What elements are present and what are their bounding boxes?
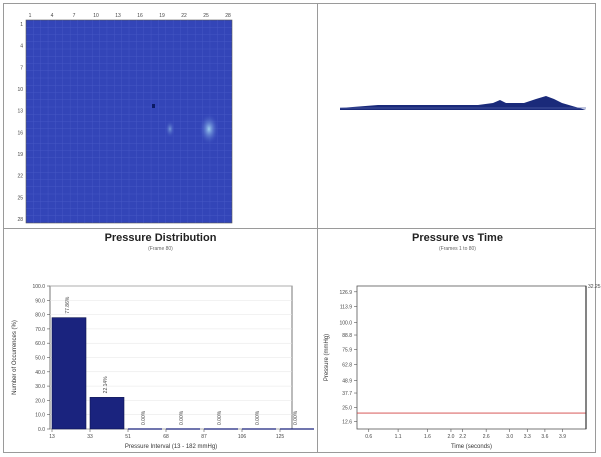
x-tick-label: 1.6: [424, 434, 431, 440]
bar-data-label: 0.00%: [255, 410, 261, 425]
heatmap-col-tick: 1: [29, 13, 32, 19]
heatmap-row-tick: 10: [17, 87, 23, 93]
pressure-time-panel: Pressure vs Time (Frames 1 to 80) 126.9 1…: [318, 229, 601, 454]
y-tick-label: 70.0: [35, 327, 45, 333]
bar-data-label: 0.00%: [179, 410, 185, 425]
time-title: Pressure vs Time: [412, 232, 503, 244]
bar-data-label: 77.86%: [65, 296, 71, 314]
heatmap-row-tick: 4: [20, 44, 23, 50]
y-tick-label: 90.0: [35, 298, 45, 304]
heatmap-col-tick: 19: [159, 13, 165, 19]
pressure-mapping-window: 1 4 7 10 13 16 19 22 25 28 1 4 7 10 13 16 19 22 25 28 Press…: [3, 3, 601, 454]
heatmap-row-tick: 13: [17, 109, 23, 115]
heatmap-col-tick: 28: [225, 13, 231, 19]
pressure-dark-cell: [152, 104, 155, 108]
pressure-hotspot: [165, 120, 175, 138]
heatmap-col-tick: 13: [115, 13, 121, 19]
bar-data-label: 22.14%: [103, 376, 109, 394]
heatmap-col-tick: 16: [137, 13, 143, 19]
x-tick-label: 3.0: [506, 434, 513, 440]
y-tick-label: 75.9: [342, 348, 352, 354]
distribution-subtitle: (Frame 80): [148, 246, 173, 252]
y-tick-label: 50.0: [35, 356, 45, 362]
y-tick-label: 12.6: [342, 420, 352, 426]
pressure-profile-shape: [340, 96, 586, 110]
y-tick-label: 25.0: [342, 405, 352, 411]
x-tick-label: 3.6: [541, 434, 548, 440]
y-tick-label: 30.0: [35, 384, 45, 390]
x-tick-label: 1.1: [395, 434, 402, 440]
y-axis-label: Number of Occurrences (%): [12, 320, 18, 395]
x-axis-label: Pressure Interval (13 - 182 mmHg): [125, 444, 217, 450]
x-tick-label: 2.2: [459, 434, 466, 440]
plot-area: [356, 285, 587, 430]
y-tick-label: 37.7: [342, 391, 352, 397]
y-tick-label: 0.0: [38, 427, 45, 433]
heatmap-row-tick: 28: [17, 217, 23, 223]
x-tick-label: 2.0: [447, 434, 454, 440]
heatmap-col-tick: 4: [51, 13, 54, 19]
heatmap-col-tick: 10: [93, 13, 99, 19]
pressure-profile-view[interactable]: [318, 4, 597, 228]
y-tick-label: 20.0: [35, 398, 45, 404]
distribution-bar: [51, 317, 87, 430]
y-tick-label: 80.0: [35, 313, 45, 319]
pressure-profile-panel: [318, 4, 597, 228]
heatmap-col-tick: 7: [73, 13, 76, 19]
y-tick-label: 62.8: [342, 363, 352, 369]
x-tick-label: 3.9: [559, 434, 566, 440]
horizontal-divider: [4, 228, 595, 229]
distribution-bar: [89, 397, 125, 430]
heatmap-row-tick: 22: [17, 174, 23, 180]
x-tick-label: 51: [125, 434, 131, 440]
pressure-hotspot: [199, 113, 219, 145]
y-tick-label: 10.0: [35, 413, 45, 419]
bar-data-label: 0.00%: [293, 410, 299, 425]
y-tick-label: 100.0: [339, 320, 352, 326]
x-tick-label: 125: [276, 434, 285, 440]
x-tick-label: 106: [238, 434, 247, 440]
heatmap-col-tick: 25: [203, 13, 209, 19]
bar-data-label: 0.00%: [141, 410, 147, 425]
y-tick-label: 48.9: [342, 378, 352, 384]
bar-data-label: 0.00%: [217, 410, 223, 425]
y-tick-label: 40.0: [35, 370, 45, 376]
pressure-distribution-panel: Pressure Distribution (Frame 80) 100.0 90…: [4, 229, 317, 454]
x-tick-label: 2.6: [483, 434, 490, 440]
heatmap-col-tick: 22: [181, 13, 187, 19]
y-tick-label: 113.9: [340, 305, 352, 311]
y-tick-label: 126.9: [339, 290, 352, 296]
y-tick-label: 100.0: [32, 284, 45, 290]
pressure-distribution-chart: 100.0 90.0 80.0 70.0 60.0 50.0 40.0 30.0 20.0 10.…: [12, 284, 314, 450]
x-tick-label: 3.3: [524, 434, 531, 440]
distribution-title: Pressure Distribution: [104, 232, 217, 244]
heatmap-row-tick: 1: [20, 22, 23, 28]
x-tick-label: 87: [201, 434, 207, 440]
heatmap-row-tick: 16: [17, 130, 23, 136]
x-axis-label: Time (seconds): [451, 444, 492, 450]
heatmap-row-tick: 19: [17, 152, 23, 158]
y-tick-label: 88.8: [342, 333, 352, 339]
time-subtitle: (Frames 1 to 80): [439, 246, 476, 252]
x-tick-label: 33: [87, 434, 93, 440]
heatmap-row-tick: 25: [17, 195, 23, 201]
pressure-time-chart: 126.9 113.9 100.0 88.8 75.9 62.8 48.9 37.7 25.0 1…: [324, 284, 601, 450]
heatmap-row-tick: 7: [20, 65, 23, 71]
x-tick-label: 68: [163, 434, 169, 440]
pressure-heatmap-panel: 1 4 7 10 13 16 19 22 25 28 1 4 7 10 13 16 19 22 25 28: [4, 4, 317, 228]
x-tick-label: 13: [49, 434, 55, 440]
x-tick-label: 0.6: [365, 434, 372, 440]
current-value-label: 32.25: [588, 284, 601, 290]
y-tick-label: 60.0: [35, 341, 45, 347]
pressure-heatmap[interactable]: 1 4 7 10 13 16 19 22 25 28 1 4 7 10 13 16 19 22 25 28: [4, 4, 317, 228]
y-axis-label: Pressure (mmHg): [324, 334, 330, 381]
